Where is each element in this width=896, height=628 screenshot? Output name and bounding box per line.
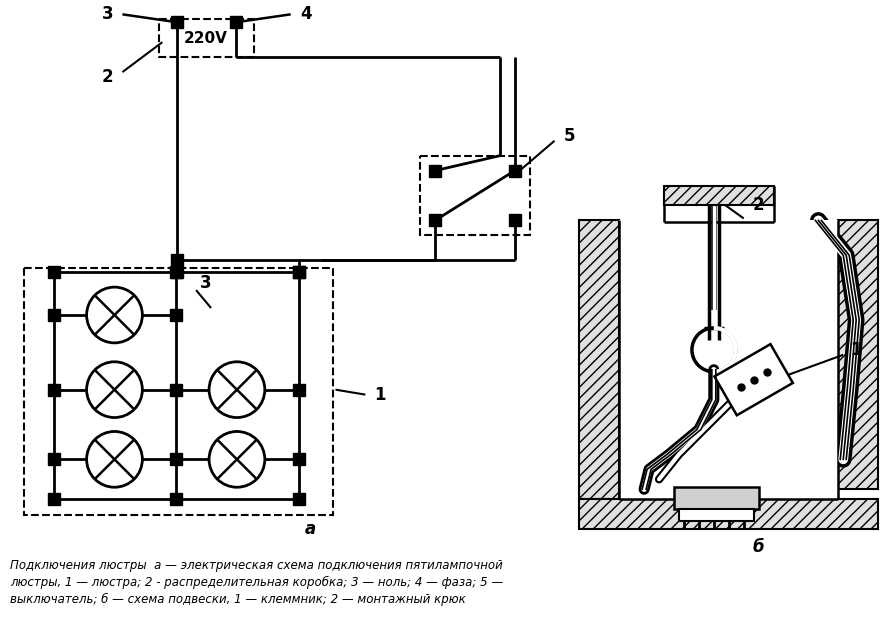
Text: 3: 3 [102, 5, 113, 23]
Text: 5: 5 [564, 127, 575, 145]
Text: 1: 1 [375, 386, 386, 404]
Text: 3: 3 [201, 274, 211, 292]
Bar [24, 268, 332, 515]
Bar [664, 185, 773, 205]
Bar [580, 499, 878, 529]
Text: 2: 2 [753, 197, 764, 215]
Text: 1: 1 [850, 341, 862, 359]
Bar [679, 509, 754, 521]
Text: 4: 4 [300, 5, 312, 23]
Text: 2: 2 [102, 68, 113, 86]
Bar [159, 19, 254, 57]
Text: люстры, 1 — люстра; 2 - распределительная коробка; 3 — ноль; 4 — фаза; 5 —: люстры, 1 — люстра; 2 - распределительна… [10, 576, 503, 589]
Text: а: а [305, 520, 316, 538]
Polygon shape [714, 344, 793, 415]
Text: 220V: 220V [185, 31, 228, 46]
Bar [674, 487, 759, 509]
Bar [839, 220, 878, 489]
Text: б: б [753, 538, 764, 556]
Text: выключатель; б — схема подвески, 1 — клеммник; 2 — монтажный крюк: выключатель; б — схема подвески, 1 — кле… [10, 593, 466, 606]
Bar [619, 220, 839, 499]
Text: Подключения люстры  а — электрическая схема подключения пятилампочной: Подключения люстры а — электрическая схе… [10, 559, 503, 572]
Bar [420, 156, 530, 236]
Bar [580, 220, 619, 499]
